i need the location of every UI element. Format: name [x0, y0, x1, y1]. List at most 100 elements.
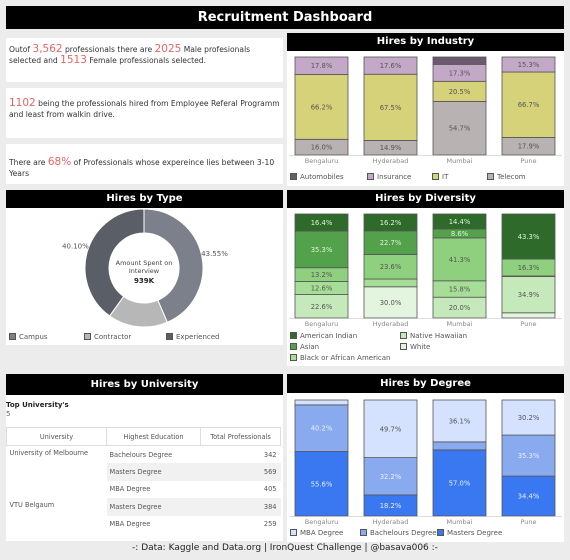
legend-item-it: IT: [432, 173, 448, 181]
data-label: 34.4%: [518, 493, 540, 501]
total-cell: 342: [263, 450, 277, 459]
top-universities-label: Top University's: [6, 401, 69, 409]
data-label: 20.0%: [449, 304, 471, 312]
industry-panel: 16.0% 66.2% 17.8% Bengaluru 14.9% 67.5% 17.6% H…: [287, 51, 564, 186]
total-cell: 259: [263, 520, 277, 529]
total-cell: 569: [200, 463, 281, 481]
bar-segment-asian: [363, 254, 418, 280]
data-label: 17.9%: [518, 143, 540, 151]
legend-swatch: [84, 333, 91, 340]
col-total: Total Professionals: [200, 427, 281, 446]
legend-label: Native Hawaiian: [410, 332, 468, 340]
legend-swatch: [290, 343, 297, 350]
x-tick-label: Hyderabad: [373, 320, 409, 328]
kpi-referral-value: 1102: [9, 97, 36, 109]
industry-chart: 16.0% 66.2% 17.8% Bengaluru 14.9% 67.5% 17.6% H…: [289, 56, 562, 165]
bar-segment-black-or-african-american: [363, 278, 418, 288]
bar-segment-bachelours-degree: [432, 441, 487, 451]
bar-segment-bachelours-degree: [501, 434, 556, 477]
x-tick-label: Pune: [520, 157, 536, 165]
bar-segment-mba-degree: [294, 399, 349, 406]
data-label: 12.6%: [311, 284, 333, 292]
bar-segment-native-hawaiian: [501, 276, 556, 314]
data-label: 41.3%: [449, 256, 471, 264]
university-cell: University of Melbourne: [9, 449, 89, 457]
data-label: 35.3%: [311, 246, 333, 254]
data-label: 35.3%: [518, 452, 540, 460]
data-label: 66.2%: [311, 103, 333, 111]
data-label: 23.6%: [380, 263, 402, 271]
data-label: 32.2%: [380, 473, 402, 481]
legend-item-asian: Asian: [290, 343, 319, 351]
bar-segment-bachelours-degree: [363, 457, 418, 496]
bar-segment-automobiles: [432, 56, 487, 65]
bar-segment-american-indian: [432, 213, 487, 230]
degree-legend: MBA Degree Bachelours Degree Masters Degre…: [287, 529, 564, 541]
data-label: 30.0%: [380, 299, 402, 307]
top-universities-value: 5: [6, 410, 11, 418]
kpi-experience-value: 68%: [47, 156, 72, 168]
legend-item-mba-degree: MBA Degree: [290, 529, 343, 537]
education-cell: MBA Degree: [109, 520, 151, 529]
table-row: University of Melbourne Bachelours Degre…: [7, 446, 281, 464]
data-label: 49.7%: [380, 425, 402, 433]
degree-panel: 55.6% 40.2% Bengaluru 18.2% 32.2% 49.7% Hydera…: [287, 393, 564, 542]
legend-label: MBA Degree: [300, 529, 344, 537]
bar-segment-mba-degree: [363, 399, 418, 458]
industry-title: Hires by Industry: [287, 33, 564, 51]
data-label: 16.3%: [518, 264, 540, 272]
kpi-referral: 1102 being the professionals hired from …: [6, 88, 283, 138]
diversity-title: Hires by Diversity: [287, 190, 564, 208]
legend-swatch: [437, 529, 444, 536]
data-label: 15.3%: [518, 61, 540, 69]
type-legend: Campus Contractor Experienced: [6, 333, 283, 345]
data-label: 17.3%: [449, 69, 471, 77]
data-label: 36.1%: [449, 417, 471, 425]
table-row: VTU Belgaum Masters Degree 384: [6, 498, 281, 516]
x-tick-label: Hyderabad: [373, 518, 409, 526]
bar-segment-mba-degree: [432, 399, 487, 443]
bar-segment-american-indian: [294, 213, 349, 232]
university-cell: VTU Belgaum: [6, 498, 107, 516]
legend-label: Insurance: [377, 173, 412, 181]
legend-label: Bachelours Degree: [370, 529, 437, 537]
legend-item-experienced: Experienced: [166, 333, 219, 341]
kpi-total-value: 3,562: [32, 43, 63, 55]
x-tick-label: Pune: [520, 320, 536, 328]
kpi-gender: Outof 3,562 professionals there are 2025…: [6, 38, 283, 82]
university-title: Hires by University: [6, 374, 283, 395]
slice-label: 43.55%: [201, 250, 228, 258]
data-label: 16.4%: [311, 219, 333, 227]
pie-slice-campus: [143, 208, 204, 323]
legend-label: Contractor: [94, 333, 132, 341]
donut-center-label: Amount Spent on: [116, 259, 173, 267]
legend-label: American Indian: [300, 332, 358, 340]
total-cell: 384: [200, 498, 281, 516]
legend-item-contractor: Contractor: [84, 333, 131, 341]
legend-label: White: [410, 343, 431, 351]
legend-label: Campus: [19, 333, 48, 341]
x-tick-label: Bengaluru: [305, 157, 338, 165]
legend-item-automobiles: Automobiles: [290, 173, 344, 181]
col-university: University: [6, 427, 107, 446]
legend-swatch: [166, 333, 173, 340]
legend-swatch: [290, 332, 297, 339]
legend-item-telecom: Telecom: [487, 173, 526, 181]
data-label: 34.9%: [518, 291, 540, 299]
data-label: 17.6%: [380, 62, 402, 70]
data-label: 30.2%: [518, 414, 540, 422]
legend-swatch: [360, 529, 367, 536]
x-tick-label: Bengaluru: [305, 518, 338, 526]
legend-item-native-hawaiian: Native Hawaiian: [400, 332, 467, 340]
degree-chart: 55.6% 40.2% Bengaluru 18.2% 32.2% 49.7% Hydera…: [289, 399, 562, 526]
data-label: 16.0%: [311, 144, 333, 152]
legend-swatch: [487, 173, 494, 180]
legend-label: Black or African American: [300, 354, 391, 362]
bar-segment-asian: [432, 237, 487, 282]
total-cell: 405: [263, 485, 277, 494]
legend-item-campus: Campus: [9, 333, 48, 341]
data-label: 14.9%: [380, 144, 402, 152]
legend-item-white: White: [400, 343, 430, 351]
legend-item-american-indian: American Indian: [290, 332, 357, 340]
kpi-experience: There are 68% of Professionals whose exp…: [6, 144, 283, 184]
